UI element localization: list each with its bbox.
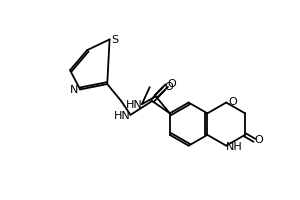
Text: HN: HN (126, 100, 142, 110)
Text: O: O (228, 97, 237, 107)
Text: NH: NH (226, 142, 242, 152)
Text: O: O (164, 82, 173, 92)
Text: S: S (111, 35, 118, 45)
Text: O: O (167, 79, 176, 89)
Text: O: O (255, 135, 263, 145)
Text: HN: HN (114, 111, 130, 121)
Text: N: N (70, 85, 78, 95)
